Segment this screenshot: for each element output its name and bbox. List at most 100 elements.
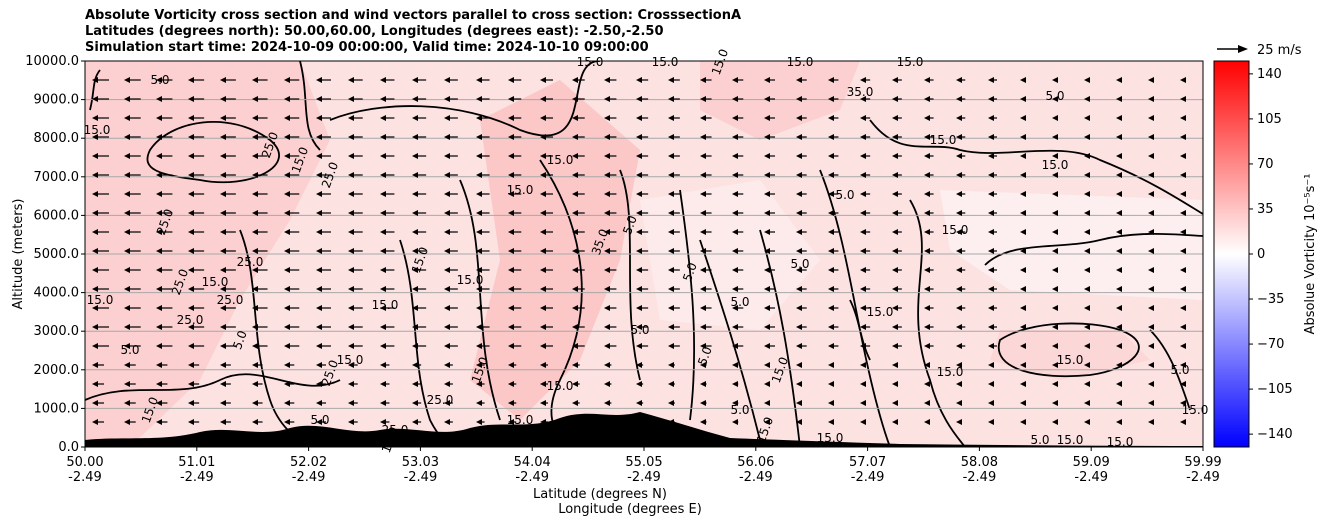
contour-label: 5.0 [620,214,640,237]
wind-vector [956,96,966,102]
wind-vector [284,419,295,425]
wind-vector [476,191,490,197]
x-tick-label-lon: -2.49 [404,470,438,485]
wind-vector [636,419,644,425]
wind-vector [764,77,775,83]
wind-vector [188,172,205,178]
wind-vector [1052,286,1058,292]
wind-vector [316,381,326,387]
wind-vector [444,400,453,406]
contour-label: 15.0 [1057,433,1084,447]
wind-vector [444,305,458,311]
wind-vector [380,343,395,349]
wind-vector [572,362,580,368]
wind-vector [1180,96,1186,102]
wind-vector [1020,210,1026,216]
wind-vector [252,77,268,83]
wind-vector [668,248,680,254]
wind-vector [220,96,236,102]
wind-vector [540,77,553,83]
y-tick-label: 8000.0 [34,131,80,146]
contour-label: 15.0 [867,305,894,319]
contour-label: 15.0 [937,365,964,379]
wind-vector [924,210,934,216]
wind-vector [732,115,744,121]
wind-vector [348,381,358,387]
wind-vector [732,134,744,140]
wind-vector [188,305,205,311]
wind-vector [380,400,390,406]
wind-vector [476,381,485,387]
contour-label: 5.0 [680,261,700,284]
wind-vector [572,210,585,216]
wind-vector [252,419,263,425]
wind-vector [828,96,839,102]
x-tick-label-lat: 59.99 [1184,455,1221,470]
wind-vector [956,343,966,349]
wind-vector [1052,210,1058,216]
wind-vector [1180,267,1186,273]
wind-vector [700,96,712,102]
wind-vector [636,400,644,406]
wind-vector [636,134,649,140]
wind-vector [220,153,236,159]
wind-vector [508,191,522,197]
wind-vector [412,96,427,102]
wind-vector [380,153,395,159]
wind-vector [732,343,744,349]
wind-vector [1052,267,1058,273]
wind-vector [444,153,458,159]
wind-vector [1020,381,1026,387]
wind-vector [572,248,585,254]
wind-vector [572,324,585,330]
wind-vector [1020,400,1026,406]
wind-vector [92,419,104,425]
wind-vector [1180,172,1186,178]
wind-vector [988,153,997,159]
x-axis-label-lon: Longitude (degrees E) [558,502,702,517]
wind-vector [92,134,109,140]
wind-vector [1020,267,1026,273]
wind-vector [796,96,807,102]
wind-vector [252,324,268,330]
wind-vector [412,419,422,425]
wind-vector [444,134,458,140]
wind-vector [924,96,934,102]
wind-vector [508,248,522,254]
wind-vector [572,229,585,235]
wind-vector [924,362,930,368]
wind-vector [636,324,649,330]
wind-vector [348,305,363,311]
wind-vector [860,324,871,330]
wind-vector [252,96,268,102]
wind-vector [956,267,966,273]
wind-vector [732,153,744,159]
wind-vector [412,172,427,178]
wind-vector [828,267,839,273]
wind-vector [252,172,268,178]
wind-vector [892,172,902,178]
wind-vector [860,381,866,387]
contour-label: 25.0 [382,423,409,437]
wind-vector [1084,400,1090,406]
wind-vector [1116,115,1122,121]
wind-vector [540,191,553,197]
wind-vector [380,134,395,140]
wind-vector [892,248,902,254]
wind-vector [156,248,173,254]
wind-vector [892,324,902,330]
wind-vector [444,115,458,121]
wind-vector [316,153,331,159]
wind-vector [540,305,553,311]
wind-vector [348,324,363,330]
wind-vector [252,153,268,159]
wind-vector [1084,305,1090,311]
wind-vector [604,172,617,178]
wind-vector [892,400,898,406]
wind-vector [604,210,617,216]
wind-vector [124,191,141,197]
x-tick-label-lat: 50.00 [66,455,103,470]
wind-vector [1180,305,1186,311]
y-tick-label: 6000.0 [34,208,80,223]
